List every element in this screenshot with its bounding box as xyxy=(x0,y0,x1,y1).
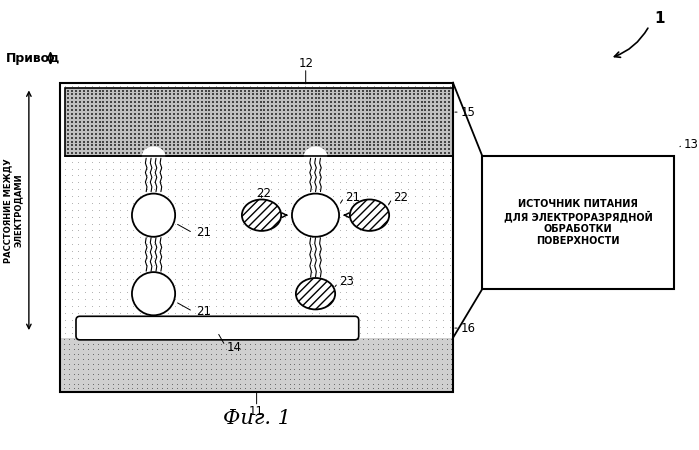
Text: 22: 22 xyxy=(257,187,272,200)
Text: 13: 13 xyxy=(684,138,698,151)
Text: РАССТОЯНИЕ МЕЖДУ
ЭЛЕКТРОДАМИ: РАССТОЯНИЕ МЕЖДУ ЭЛЕКТРОДАМИ xyxy=(3,158,23,263)
Text: 22: 22 xyxy=(393,191,408,204)
Text: 12: 12 xyxy=(298,57,313,70)
Text: 21: 21 xyxy=(196,305,211,318)
FancyBboxPatch shape xyxy=(76,316,359,340)
Text: ИСТОЧНИК ПИТАНИЯ
ДЛЯ ЭЛЕКТРОРАЗРЯДНОЙ
ОБРАБОТКИ
ПОВЕРХНОСТИ: ИСТОЧНИК ПИТАНИЯ ДЛЯ ЭЛЕКТРОРАЗРЯДНОЙ ОБ… xyxy=(504,199,652,246)
Text: 1: 1 xyxy=(654,11,664,27)
Text: 16: 16 xyxy=(461,322,476,334)
Ellipse shape xyxy=(292,194,339,237)
Text: 11: 11 xyxy=(249,405,264,418)
Text: 14: 14 xyxy=(227,341,242,354)
Bar xyxy=(65,88,453,156)
Bar xyxy=(60,338,453,392)
Bar xyxy=(60,83,453,392)
Text: 21: 21 xyxy=(196,226,211,239)
Ellipse shape xyxy=(132,194,175,237)
Text: 21: 21 xyxy=(345,191,360,204)
Ellipse shape xyxy=(242,199,281,231)
Bar xyxy=(60,83,453,338)
Ellipse shape xyxy=(132,272,175,315)
Ellipse shape xyxy=(350,199,389,231)
Text: Фиг. 1: Фиг. 1 xyxy=(223,409,291,428)
Ellipse shape xyxy=(304,146,327,166)
Text: 15: 15 xyxy=(461,106,476,119)
Bar xyxy=(482,156,674,289)
Ellipse shape xyxy=(296,278,335,310)
Text: 23: 23 xyxy=(339,275,354,288)
Ellipse shape xyxy=(142,146,166,166)
Text: Привод: Привод xyxy=(6,52,61,65)
